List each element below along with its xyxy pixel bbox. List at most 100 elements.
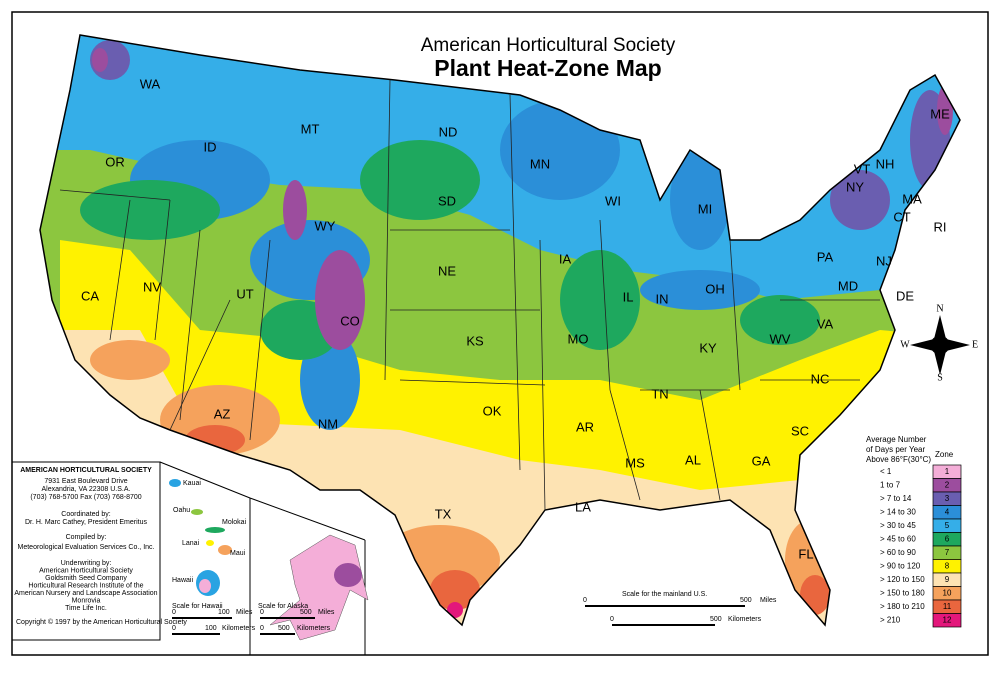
copyright: Copyright © 1997 by the American Horticu… xyxy=(16,618,187,626)
state-label: NE xyxy=(438,263,456,278)
state-label: NV xyxy=(143,279,161,294)
map-frame xyxy=(11,11,989,656)
zone-area xyxy=(185,425,245,455)
zone-number: 4 xyxy=(945,508,950,517)
state-label: KY xyxy=(699,340,717,355)
zone-area xyxy=(640,270,760,310)
legend: 1 < 1 2 1 to 7 3 > 7 to 14 4 > 14 to 30 5 > 30 to… xyxy=(880,464,962,628)
state-label: OK xyxy=(483,403,502,418)
state-label: VA xyxy=(817,316,834,331)
zone-range: < 1 xyxy=(880,467,892,476)
state-label: MD xyxy=(838,278,858,293)
scale-label: Miles xyxy=(318,609,335,616)
address-line: 7931 East Boulevard Drive xyxy=(44,478,127,485)
scale-label: 500 xyxy=(278,625,290,632)
legend-heading: of Days per Year xyxy=(866,445,925,454)
zone-number: 7 xyxy=(945,548,950,557)
scale-label: 100 xyxy=(205,625,217,632)
credit-line: Goldsmith Seed Company xyxy=(45,575,127,582)
state-label: LA xyxy=(575,499,591,514)
state-label: OH xyxy=(705,281,725,296)
scale-label: 0 xyxy=(583,597,587,604)
scale-label: Kilometers xyxy=(728,616,762,623)
island-label: Hawaii xyxy=(172,577,193,584)
zone-range: > 120 to 150 xyxy=(880,575,925,584)
scale-title: Scale for Hawaii xyxy=(172,603,223,610)
section-heading: Underwriting by: xyxy=(61,560,112,567)
state-label: VT xyxy=(854,161,871,176)
state-borders xyxy=(59,79,880,511)
scale-label: Kilometers xyxy=(222,625,256,632)
section-heading: Coordinated by: xyxy=(61,511,110,518)
zone-range: > 150 to 180 xyxy=(880,589,925,598)
zone-area xyxy=(315,250,365,350)
compass-label: N xyxy=(936,303,943,314)
state-label: SD xyxy=(438,193,456,208)
zone-range: > 180 to 210 xyxy=(880,602,925,611)
state-label: NC xyxy=(811,371,830,386)
state-label: FL xyxy=(798,546,813,561)
scale-bars xyxy=(172,605,745,635)
state-label: IN xyxy=(656,291,669,306)
scale-label: Miles xyxy=(236,609,253,616)
state-label: CA xyxy=(81,288,99,303)
zone-area xyxy=(360,140,480,220)
island-label: Kauai xyxy=(183,480,201,487)
scale-label: 0 xyxy=(172,609,176,616)
zone-swatch xyxy=(932,613,962,628)
legend-zone-heading: Zone xyxy=(935,450,954,459)
zone-number: 10 xyxy=(943,589,952,598)
address-line: Alexandria, VA 22308 U.S.A. xyxy=(42,486,131,493)
state-label: TX xyxy=(435,506,452,521)
credit-line: Meteorological Evaluation Services Co., … xyxy=(18,544,155,551)
state-label: ND xyxy=(439,124,458,139)
state-label: IA xyxy=(559,251,572,266)
state-label: NY xyxy=(846,179,864,194)
compass-label: E xyxy=(972,339,978,350)
zone-range: > 210 xyxy=(880,616,901,625)
state-label: WV xyxy=(770,331,791,346)
state-label: KS xyxy=(466,333,484,348)
state-label: MO xyxy=(568,331,589,346)
state-label: MI xyxy=(698,201,712,216)
zone-area xyxy=(740,295,820,345)
alaska xyxy=(269,534,369,641)
legend-heading: Above 86°F(30°C) xyxy=(866,455,931,464)
scale-label: 500 xyxy=(710,616,722,623)
scale-label: 0 xyxy=(172,625,176,632)
zone-area xyxy=(500,100,620,200)
zone-area xyxy=(830,170,890,230)
zone-number: 5 xyxy=(945,521,950,530)
state-label: AL xyxy=(685,452,701,467)
state-label: NJ xyxy=(876,253,892,268)
zone-number: 9 xyxy=(945,575,950,584)
zone-number: 6 xyxy=(945,535,950,544)
zone-area xyxy=(560,250,640,350)
scale-label: 0 xyxy=(260,609,264,616)
org-name: AMERICAN HORTICULTURAL SOCIETY xyxy=(20,467,152,474)
scale-label: 0 xyxy=(610,616,614,623)
state-label: CT xyxy=(893,209,910,224)
state-label: TN xyxy=(651,386,668,401)
credit-line: American Nursery and Landscape Associati… xyxy=(14,590,157,597)
state-label: MT xyxy=(301,121,320,136)
state-label: WA xyxy=(140,76,161,91)
zone-range: > 45 to 60 xyxy=(880,535,916,544)
state-label: RI xyxy=(934,219,947,234)
scale-title: Scale for the mainland U.S. xyxy=(622,591,707,598)
zone-area xyxy=(283,180,307,240)
state-label: NH xyxy=(876,156,895,171)
state-label: ID xyxy=(204,139,217,154)
credit-line: Time Life Inc. xyxy=(65,605,107,612)
state-label: CO xyxy=(340,313,360,328)
credit-line: American Horticultural Society xyxy=(39,567,133,574)
inset-divider xyxy=(159,461,251,499)
zone-number: 3 xyxy=(945,494,950,503)
island-label: Lanai xyxy=(182,540,200,547)
zone-range: > 7 to 14 xyxy=(880,494,912,503)
zone-area xyxy=(90,340,170,380)
state-label: WI xyxy=(605,193,621,208)
state-label: SC xyxy=(791,423,809,438)
